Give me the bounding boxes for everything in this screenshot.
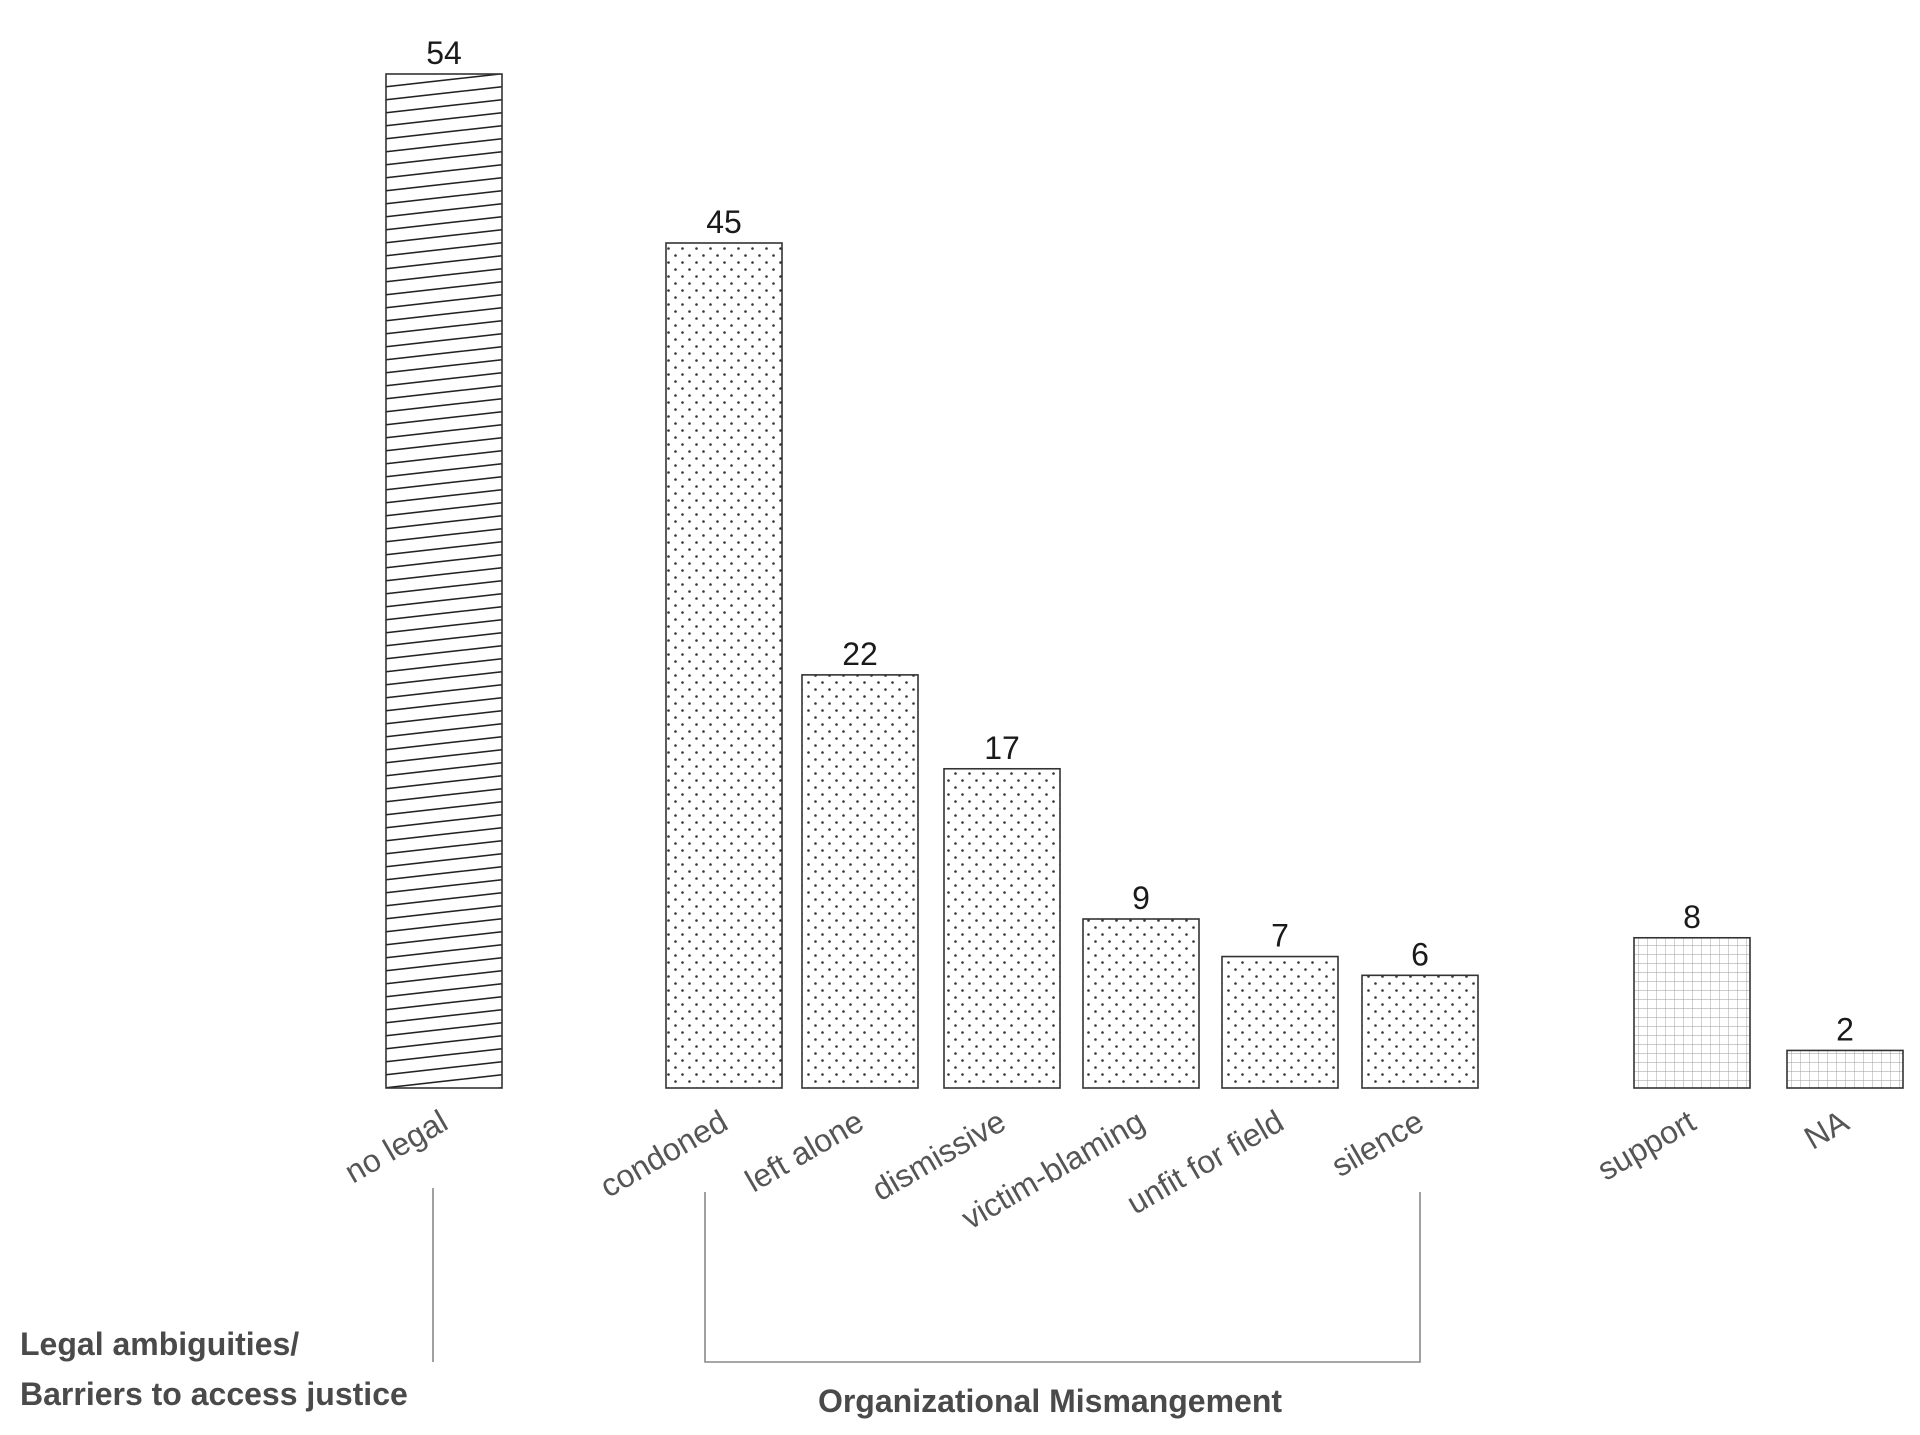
- bar-silence: [1361, 974, 1479, 1089]
- value-label-victim-blaming: 9: [1132, 880, 1150, 916]
- category-label-no-legal: no legal: [338, 1103, 453, 1190]
- bar-victim-blaming: [1082, 918, 1200, 1089]
- category-label-support: support: [1591, 1103, 1702, 1188]
- value-label-unfit-for-field: 7: [1271, 918, 1289, 954]
- value-labels-layer: 54 45 22 17 9 7 6 8 2: [426, 35, 1854, 1047]
- legal-group-label-line-1: Legal ambiguities/: [20, 1326, 299, 1362]
- bar-unfit-for-field: [1221, 955, 1339, 1089]
- bar-dismissive: [943, 767, 1061, 1089]
- value-label-support: 8: [1683, 899, 1701, 935]
- category-label-left-alone: left alone: [739, 1103, 869, 1199]
- value-label-no-legal: 54: [426, 35, 462, 71]
- category-label-na: NA: [1798, 1103, 1855, 1157]
- legal-group-label-line-2: Barriers to access justice: [20, 1376, 408, 1412]
- category-label-condoned: condoned: [594, 1103, 734, 1204]
- organizational-group-bracket: [704, 1192, 1421, 1363]
- bar-left-alone: [801, 674, 919, 1089]
- category-label-unfit-for-field: unfit for field: [1121, 1103, 1290, 1221]
- category-labels-layer: no legal condoned left alonedismissivevict…: [338, 1103, 1855, 1237]
- value-label-dismissive: 17: [984, 730, 1020, 766]
- category-label-silence: silence: [1325, 1103, 1429, 1184]
- value-label-left-alone: 22: [842, 636, 878, 672]
- bar-na: [1786, 1049, 1904, 1089]
- bars-layer: [385, 73, 1904, 1089]
- organizational-group-label: Organizational Mismangement: [818, 1383, 1282, 1419]
- value-label-condoned: 45: [706, 204, 742, 240]
- value-label-na: 2: [1836, 1011, 1854, 1047]
- bar-support: [1633, 936, 1751, 1089]
- bar-no-legal: [385, 73, 503, 1089]
- bar-condoned: [665, 242, 783, 1089]
- value-label-silence: 6: [1411, 936, 1429, 972]
